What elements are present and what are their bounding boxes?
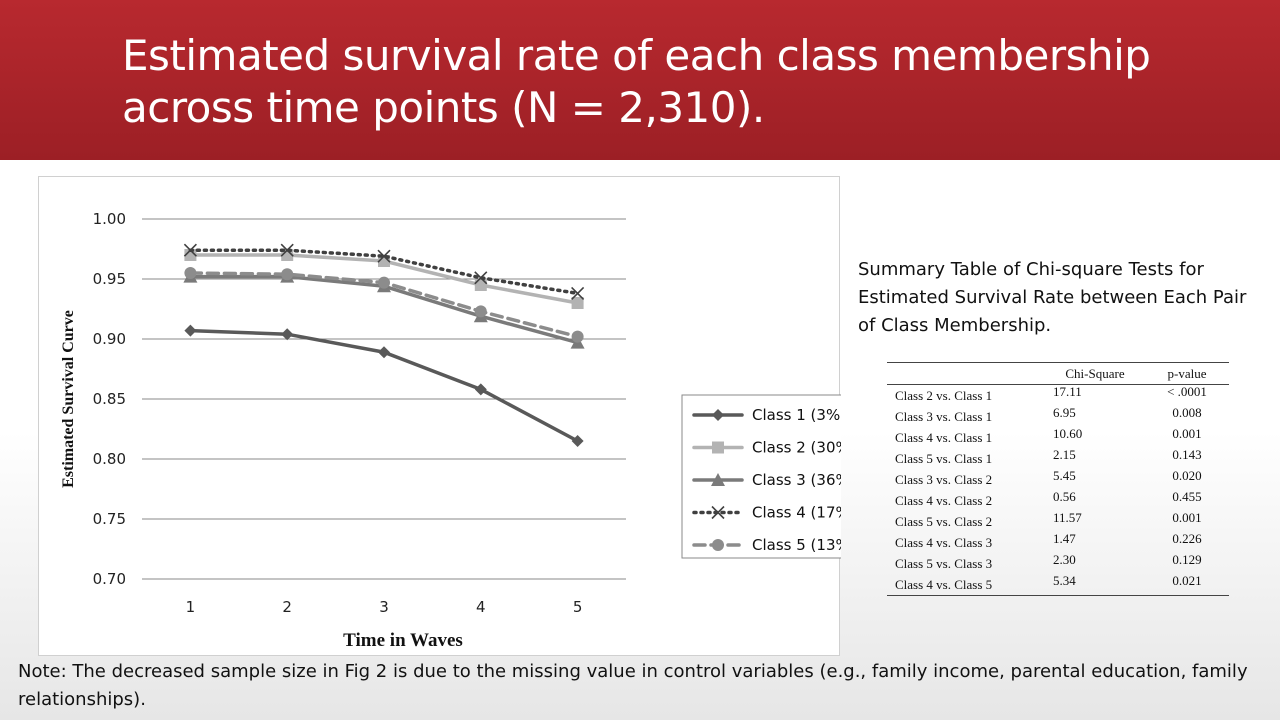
table-cell-p-value: 0.020 [1172, 467, 1202, 483]
data-point-class-4 [571, 286, 585, 300]
table-cell-pair: Class 5 vs. Class 3 [895, 555, 993, 571]
table-cell-p-value: 0.129 [1172, 551, 1202, 567]
data-point-class-4 [183, 243, 197, 257]
legend-marker-class-1 [712, 409, 724, 421]
data-point-class-4 [377, 249, 391, 263]
table-cell-chi-square: 5.34 [1053, 572, 1076, 588]
chart-canvas: 0.70 0.75 0.80 0.85 0.90 0.95 1.00 1 2 3 4 5 Time in… [60, 210, 841, 651]
table-row: Class 4 vs. Class 1 10.60 0.001 [887, 425, 1229, 448]
data-point-class-5 [184, 267, 197, 279]
legend-marker-class-5 [712, 539, 724, 551]
table-cell-pair: Class 3 vs. Class 2 [895, 471, 993, 487]
survival-chart: 0.70 0.75 0.80 0.85 0.90 0.95 1.00 1 2 3 4 5 Time in… [38, 176, 841, 656]
table-header-p-value: p-value [1167, 365, 1207, 381]
data-point-class-1 [474, 383, 487, 396]
table-cell-chi-square: 17.11 [1053, 383, 1082, 399]
legend-marker-class-2 [712, 441, 724, 454]
data-point-class-1 [281, 328, 294, 341]
table-cell-p-value: 0.021 [1172, 572, 1202, 588]
y-axis-label: Estimated Survival Curve [60, 310, 77, 488]
table-cell-chi-square: 2.15 [1053, 446, 1076, 462]
table-cell-pair: Class 4 vs. Class 2 [895, 492, 993, 508]
legend-box [681, 394, 841, 559]
legend-label-class-2: Class 2 (30%) [752, 439, 841, 457]
slide-title: Estimated survival rate of each class me… [122, 31, 1151, 132]
table-cell-p-value: 0.143 [1172, 446, 1202, 462]
table-row: Class 3 vs. Class 1 6.95 0.008 [887, 404, 1229, 427]
table-cell-pair: Class 2 vs. Class 1 [895, 387, 993, 403]
table-cell-p-value: < .0001 [1167, 383, 1207, 399]
table-cell-chi-square: 6.95 [1053, 404, 1076, 420]
table-header-chi-square: Chi-Square [1065, 365, 1125, 381]
data-point-class-2 [571, 297, 584, 309]
table-cell-p-value: 0.001 [1172, 425, 1202, 441]
y-tick-label: 0.70 [93, 570, 126, 588]
table-cell-chi-square: 0.56 [1053, 488, 1076, 504]
x-tick-label: 2 [282, 598, 292, 616]
table-cell-chi-square: 10.60 [1053, 425, 1083, 441]
table-row: Class 4 vs. Class 5 5.34 0.021 [887, 572, 1229, 595]
x-tick-label: 4 [476, 598, 486, 616]
table-cell-p-value: 0.001 [1172, 509, 1202, 525]
legend-marker-class-3 [711, 473, 725, 486]
data-point-class-2 [184, 249, 197, 261]
x-tick-label: 5 [573, 598, 583, 616]
table-row: Class 5 vs. Class 2 11.57 0.001 [887, 509, 1229, 532]
table-cell-chi-square: 2.30 [1053, 551, 1076, 567]
table-cell-chi-square: 11.57 [1053, 509, 1082, 525]
table-cell-pair: Class 3 vs. Class 1 [895, 408, 993, 424]
data-point-class-5 [378, 276, 390, 289]
data-point-class-5 [571, 330, 584, 343]
table-row: Class 5 vs. Class 3 2.30 0.129 [887, 551, 1229, 574]
chi-square-table: Chi-Square p-value Class 2 vs. Class 1 1… [887, 362, 1229, 596]
table-cell-pair: Class 4 vs. Class 1 [895, 429, 993, 445]
table-cell-p-value: 0.226 [1172, 530, 1202, 546]
y-tick-label: 0.95 [93, 270, 126, 288]
footnote: Note: The decreased sample size in Fig 2… [18, 661, 1248, 710]
data-point-class-5 [474, 305, 487, 318]
legend-marker-class-4 [711, 505, 725, 520]
table-title: Summary Table of Chi-square Tests for Es… [858, 259, 1247, 336]
legend-label-class-5: Class 5 (13%) [752, 536, 841, 554]
table-row: Class 5 vs. Class 1 2.15 0.143 [887, 446, 1229, 469]
table-cell-chi-square: 1.47 [1053, 530, 1076, 546]
legend-label-class-3: Class 3 (36%) [752, 471, 841, 489]
table-cell-p-value: 0.455 [1172, 488, 1202, 504]
table-cell-pair: Class 5 vs. Class 2 [895, 513, 993, 529]
data-point-class-4 [474, 271, 488, 285]
table-row: Class 4 vs. Class 2 0.56 0.455 [887, 488, 1229, 511]
table-cell-p-value: 0.008 [1172, 404, 1202, 420]
table-row: Class 2 vs. Class 1 17.11 < .0001 [887, 383, 1229, 406]
legend-label-class-4: Class 4 (17%) [752, 504, 841, 522]
table-cell-pair: Class 4 vs. Class 3 [895, 534, 993, 550]
y-tick-label: 0.80 [93, 450, 126, 468]
data-point-class-1 [378, 346, 390, 359]
y-tick-label: 1.00 [93, 210, 126, 228]
table-cell-pair: Class 5 vs. Class 1 [895, 450, 993, 466]
data-point-class-1 [184, 324, 197, 337]
x-tick-label: 1 [186, 598, 196, 616]
data-point-class-1 [571, 435, 584, 447]
x-axis-label: Time in Waves [343, 630, 463, 651]
legend-label-class-1: Class 1 (3%) [752, 406, 841, 424]
data-point-class-2 [474, 279, 487, 291]
y-tick-label: 0.85 [93, 390, 126, 408]
data-point-class-5 [281, 268, 294, 281]
data-point-class-4 [280, 243, 294, 257]
y-tick-label: 0.90 [93, 330, 126, 348]
table-header-row: Chi-Square p-value [887, 363, 1229, 385]
series-line-class-4 [188, 248, 580, 296]
table-cell-chi-square: 5.45 [1053, 467, 1076, 483]
table-row: Class 4 vs. Class 3 1.47 0.226 [887, 530, 1229, 553]
y-tick-label: 0.75 [93, 510, 126, 528]
table-cell-pair: Class 4 vs. Class 5 [895, 576, 993, 592]
x-tick-label: 3 [379, 598, 389, 616]
title-bar: Estimated survival rate of each class me… [0, 0, 1280, 160]
table-row: Class 3 vs. Class 2 5.45 0.020 [887, 467, 1229, 490]
